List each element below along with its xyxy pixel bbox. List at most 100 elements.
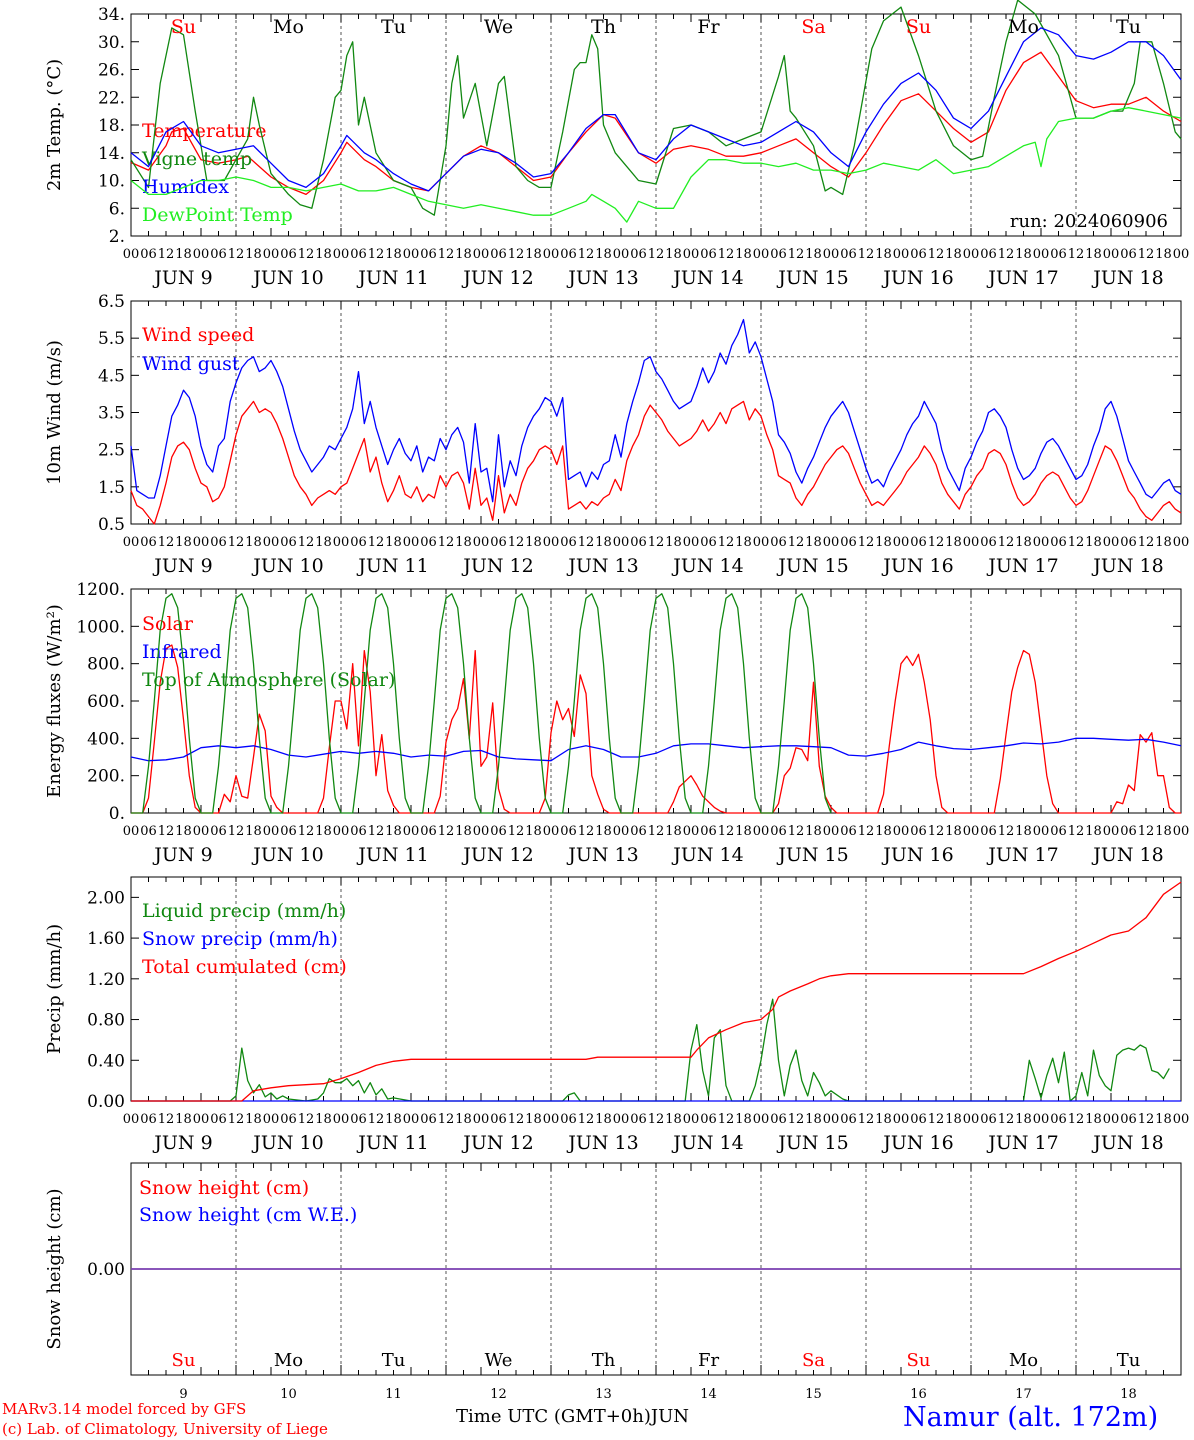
legend-entry: Snow height (cm W.E.) [139,1204,357,1226]
hour-label: 12 [928,247,945,262]
hour-label: 06 [420,1112,437,1127]
hour-label: 06 [350,1112,367,1127]
hour-label: 06 [630,824,647,839]
hour-label: 12 [368,247,385,262]
date-label: JUN 15 [776,844,848,866]
hour-label: 18 [1155,1112,1172,1127]
hour-label: 12 [648,247,665,262]
y-tick-label: 400. [87,729,125,749]
hour-label: 06 [420,535,437,550]
hour-label: 06 [770,824,787,839]
hour-label: 00 [333,535,350,550]
hour-label: 18 [525,824,542,839]
legend-entry: DewPoint Temp [142,204,293,226]
hour-label: 06 [280,247,297,262]
hour-label: 00 [963,1112,980,1127]
hour-label: 18 [385,535,402,550]
date-label: JUN 18 [1091,1132,1163,1154]
hour-label: 12 [1138,535,1155,550]
date-label: JUN 11 [356,844,428,866]
hour-label: 18 [385,824,402,839]
hour-label: 06 [560,535,577,550]
hour-label: 00 [1103,824,1120,839]
date-label: JUN 13 [566,844,638,866]
day-name: Mo [1009,1350,1038,1371]
series-line [130,400,1182,525]
hour-label: 00 [1103,535,1120,550]
x-axis-month: JUN [650,1406,690,1427]
hour-label: 12 [648,1112,665,1127]
series-line [130,318,1182,503]
day-name: Fr [697,16,720,38]
hour-label: 06 [700,535,717,550]
hour-label: 12 [228,247,245,262]
hour-label: 06 [770,1112,787,1127]
hour-label: 06 [1050,824,1067,839]
date-label: JUN 11 [356,555,428,577]
hour-label: 12 [1068,1112,1085,1127]
date-label: JUN 13 [566,267,638,289]
hour-label: 18 [945,824,962,839]
hour-label: 18 [875,824,892,839]
y-tick-label: 200. [87,767,125,787]
hour-label: 12 [858,1112,875,1127]
hour-label: 00 [893,824,910,839]
hour-label: 00 [193,535,210,550]
day-name: Fr [698,1350,719,1371]
y-tick-label: 0. [109,804,125,824]
hour-label: 18 [175,1112,192,1127]
hour-label: 06 [560,824,577,839]
series-line [130,107,1182,223]
hour-label: 12 [508,824,525,839]
y-tick-label: 26. [98,61,125,81]
hour-label: 00 [1103,1112,1120,1127]
y-tick-label: 14. [98,144,125,164]
panel-4: 0.00 0.40 0.80 1.20 1.60 2.00 Precip (mm/h) Liq… [44,876,1189,1154]
hour-label: 12 [788,824,805,839]
hour-label: 06 [980,247,997,262]
hour-label: 00 [893,247,910,262]
hour-label: 00 [753,1112,770,1127]
hour-label: 06 [560,247,577,262]
hour-label: 12 [648,535,665,550]
date-label: JUN 15 [776,267,848,289]
date-label: JUN 14 [671,844,743,866]
hour-label: 18 [455,535,472,550]
hour-label: 00 [1173,535,1190,550]
hour-label: 12 [788,1112,805,1127]
day-number: 14 [700,1387,717,1402]
date-label: JUN 16 [881,844,953,866]
x-axis-title: Time UTC (GMT+0h)JUN [456,1406,689,1427]
hour-label: 18 [315,535,332,550]
hour-label: 12 [298,247,315,262]
series-line [130,737,1182,762]
hour-label: 18 [805,535,822,550]
hour-label: 06 [1120,1112,1137,1127]
hour-label: 18 [525,247,542,262]
hour-label: 12 [438,247,455,262]
hour-label: 12 [508,247,525,262]
legend-entry: Vigne temp [141,148,252,170]
hour-label: 06 [630,535,647,550]
hour-label: 18 [875,1112,892,1127]
y-tick-label: 18. [98,116,125,136]
hour-label: 00 [193,824,210,839]
hour-label: 06 [1120,535,1137,550]
y-tick-label: 4.5 [98,366,125,386]
y-tick-label: 5.5 [98,329,125,349]
hour-label: 00 [123,247,140,262]
legend-entry: Top of Atmosphere (Solar) [142,669,395,691]
date-label: JUN 17 [986,267,1058,289]
day-name: Mo [1008,16,1039,38]
hour-label: 12 [158,247,175,262]
series-line [130,27,1182,192]
panel-1: 2. 6. 10. 14. 18. 22. 26. 30. 34. 2m Temp. (°C) Te… [44,0,1189,289]
day-name: Th [592,1350,616,1371]
hour-label: 06 [210,1112,227,1127]
hour-label: 00 [893,535,910,550]
run-label: run: 2024060906 [1010,211,1168,232]
hour-label: 18 [385,247,402,262]
y-tick-label: 1.20 [87,970,125,990]
day-name: We [484,16,513,38]
hour-label: 06 [840,824,857,839]
